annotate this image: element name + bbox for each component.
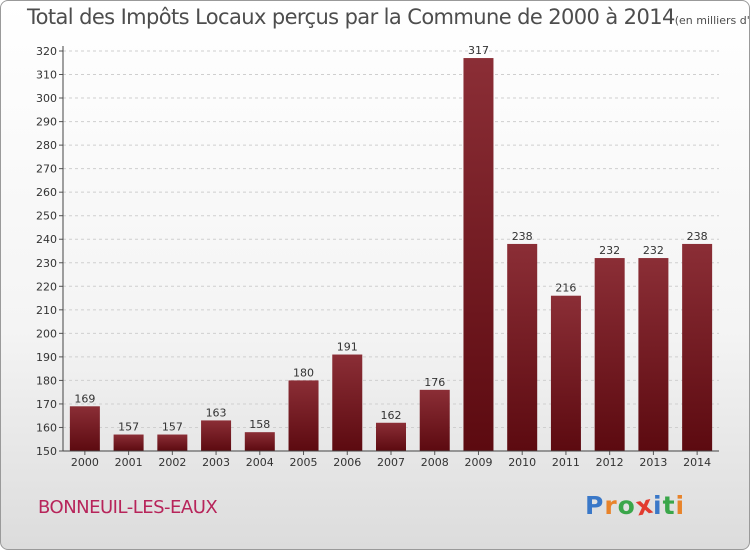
bar-2003 bbox=[201, 420, 232, 451]
y-tick-label: 160 bbox=[36, 421, 57, 434]
bar-2002 bbox=[157, 434, 188, 451]
bar-value-label: 162 bbox=[381, 409, 402, 422]
y-tick-label: 210 bbox=[36, 304, 57, 317]
bar-value-label: 317 bbox=[468, 44, 489, 57]
bars: 169 157 157 163 158 180 191 162 176 317 238 216 232 2… bbox=[69, 44, 713, 451]
x-tick-label: 2005 bbox=[290, 456, 318, 469]
x-tick-label: 2004 bbox=[246, 456, 274, 469]
x-tick-label: 2008 bbox=[421, 456, 449, 469]
x-tick-label: 2010 bbox=[508, 456, 536, 469]
x-tick-label: 2000 bbox=[71, 456, 99, 469]
x-tick-label: 2003 bbox=[202, 456, 230, 469]
bar-value-label: 163 bbox=[206, 406, 227, 419]
x-axis: 2000 2001 2002 2003 2004 2005 2006 2007 2008 2009… bbox=[71, 451, 711, 469]
y-tick-label: 230 bbox=[36, 257, 57, 270]
bar-2008 bbox=[419, 389, 450, 451]
y-tick-label: 220 bbox=[36, 280, 57, 293]
logo-letter: P bbox=[585, 491, 605, 520]
axes-lines bbox=[62, 46, 719, 452]
bar-2001 bbox=[113, 434, 144, 451]
y-tick-label: 260 bbox=[36, 186, 57, 199]
logo-letter: i bbox=[675, 491, 686, 520]
bar-value-label: 216 bbox=[555, 282, 576, 295]
bar-value-label: 238 bbox=[687, 230, 708, 243]
chart-unit: (en milliers d'€) bbox=[674, 14, 750, 27]
bar-value-label: 232 bbox=[599, 244, 620, 257]
x-tick-label: 2006 bbox=[333, 456, 361, 469]
x-tick-label: 2014 bbox=[683, 456, 711, 469]
bar-2005 bbox=[288, 380, 319, 451]
bar-value-label: 157 bbox=[162, 421, 183, 434]
y-tick-label: 310 bbox=[36, 69, 57, 82]
y-tick-label: 320 bbox=[36, 45, 57, 58]
y-tick-label: 180 bbox=[36, 374, 57, 387]
bar-value-label: 180 bbox=[293, 366, 314, 379]
proxiti-logo[interactable]: Proxiti bbox=[585, 490, 686, 522]
y-tick-label: 200 bbox=[36, 327, 57, 340]
bar-value-label: 169 bbox=[74, 392, 95, 405]
bar-value-label: 158 bbox=[249, 418, 270, 431]
x-tick-label: 2009 bbox=[464, 456, 492, 469]
logo-letter: i bbox=[653, 491, 663, 520]
x-tick-label: 2013 bbox=[639, 456, 667, 469]
city-name: BONNEUIL-LES-EAUX bbox=[38, 497, 218, 518]
y-tick-label: 280 bbox=[36, 139, 57, 152]
bar-2004 bbox=[244, 432, 275, 451]
logo-letter: r bbox=[604, 491, 618, 520]
bar-value-label: 176 bbox=[424, 376, 445, 389]
x-tick-label: 2001 bbox=[115, 456, 143, 469]
x-tick-label: 2007 bbox=[377, 456, 405, 469]
logo-letter: o bbox=[617, 491, 636, 520]
bar-2006 bbox=[332, 354, 363, 451]
bar-2011 bbox=[550, 295, 581, 451]
bar-2014 bbox=[682, 243, 713, 451]
bar-value-label: 232 bbox=[643, 244, 664, 257]
chart-title: Total des Impôts Locaux perçus par la Co… bbox=[27, 5, 750, 29]
logo-letter: t bbox=[662, 491, 676, 520]
y-tick-label: 170 bbox=[36, 398, 57, 411]
bar-2010 bbox=[507, 243, 538, 451]
bar-value-label: 238 bbox=[512, 230, 533, 243]
bar-2007 bbox=[376, 422, 406, 451]
chart-title-text: Total des Impôts Locaux perçus par la Co… bbox=[27, 5, 675, 29]
bar-2000 bbox=[69, 406, 100, 451]
y-tick-label: 250 bbox=[36, 210, 57, 223]
x-tick-label: 2002 bbox=[158, 456, 186, 469]
bar-value-label: 157 bbox=[118, 421, 139, 434]
y-tick-label: 300 bbox=[36, 92, 57, 105]
x-tick-label: 2011 bbox=[552, 456, 580, 469]
x-tick-label: 2012 bbox=[596, 456, 624, 469]
y-tick-label: 190 bbox=[36, 351, 57, 364]
bar-2009 bbox=[463, 58, 494, 451]
bar-2012 bbox=[594, 258, 625, 451]
bar-value-label: 191 bbox=[337, 341, 358, 354]
y-axis: 150 160 170 180 190 200 210 220 230 240 250 260 270 2… bbox=[36, 45, 63, 458]
y-tick-label: 270 bbox=[36, 163, 57, 176]
y-tick-label: 150 bbox=[36, 445, 57, 458]
y-tick-label: 290 bbox=[36, 116, 57, 129]
y-tick-label: 240 bbox=[36, 233, 57, 246]
bar-2013 bbox=[638, 258, 669, 451]
